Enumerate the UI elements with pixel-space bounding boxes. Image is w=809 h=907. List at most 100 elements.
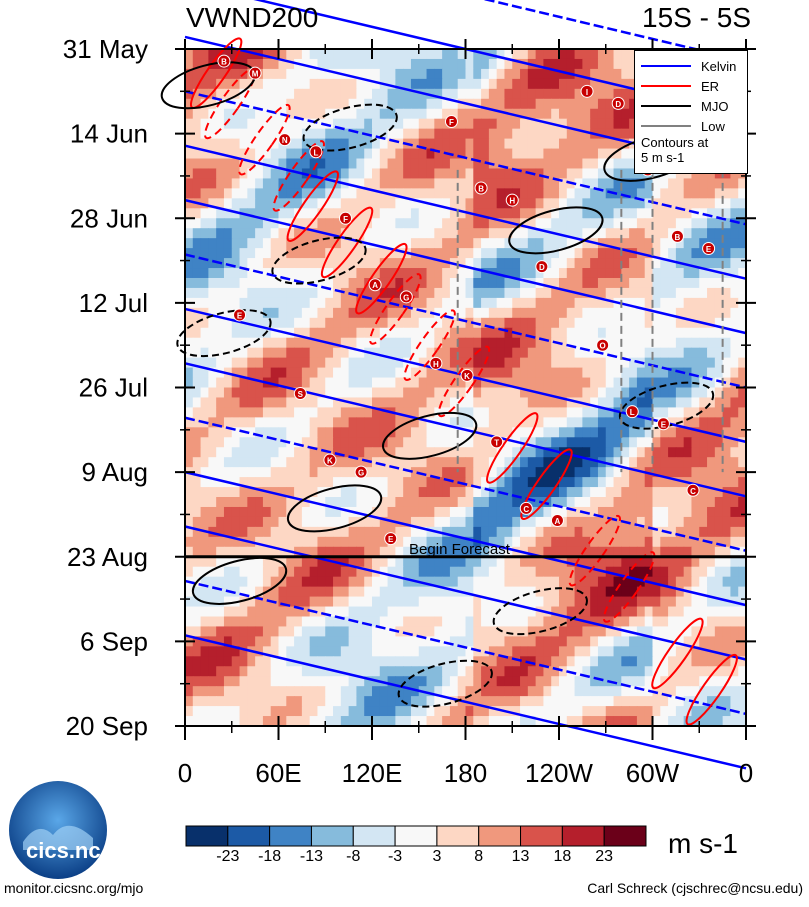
heatmap-cell	[597, 716, 607, 727]
heatmap-cell	[200, 188, 209, 199]
heatmap-cell	[372, 88, 381, 100]
storm-marker	[490, 435, 504, 449]
heatmap-cell	[590, 49, 599, 60]
heatmap-cell	[621, 686, 630, 697]
heatmap-cell	[707, 367, 716, 379]
heatmap-cell	[597, 98, 607, 110]
storm-marker-label: B	[221, 58, 227, 67]
heatmap-cell	[652, 397, 661, 409]
heatmap-cell	[481, 616, 490, 628]
heatmap-cell	[262, 128, 272, 140]
heatmap-cell	[372, 198, 381, 209]
heatmap-cell	[590, 696, 599, 707]
heatmap-cell	[270, 636, 280, 647]
heatmap-cell	[239, 706, 248, 717]
heatmap-cell	[668, 546, 677, 558]
heatmap-cell	[325, 128, 334, 140]
heatmap-cell	[426, 238, 435, 249]
heatmap-cell	[395, 596, 404, 608]
heatmap-cell	[683, 307, 693, 319]
heatmap-cell	[325, 268, 334, 279]
heatmap-cell	[286, 108, 295, 120]
heatmap-cell	[192, 248, 202, 259]
heatmap-cell	[535, 307, 545, 319]
heatmap-cell	[216, 676, 225, 687]
heatmap-cell	[675, 536, 685, 548]
heatmap-cell	[629, 297, 638, 309]
heatmap-cell	[496, 347, 506, 359]
heatmap-cell	[621, 317, 630, 329]
heatmap-cell	[512, 526, 521, 538]
heatmap-cell	[473, 506, 482, 518]
storm-marker-label: F	[449, 118, 454, 127]
heatmap-cell	[730, 626, 739, 637]
heatmap-cell	[481, 526, 490, 538]
heatmap-cell	[738, 716, 747, 727]
heatmap-cell	[496, 268, 506, 279]
heatmap-cell	[333, 208, 342, 219]
heatmap-cell	[597, 68, 607, 80]
heatmap-cell	[278, 506, 287, 518]
heatmap-cell	[348, 228, 358, 239]
heatmap-cell	[356, 457, 365, 468]
kelvin-contour	[184, 525, 747, 661]
heatmap-cell	[590, 78, 599, 90]
heatmap-cell	[590, 516, 599, 528]
heatmap-cell	[707, 576, 716, 588]
heatmap-cell	[309, 307, 319, 319]
heatmap-cell	[356, 616, 365, 628]
heatmap-cell	[317, 367, 326, 379]
heatmap-cell	[348, 108, 358, 120]
heatmap-cell	[496, 716, 506, 727]
heatmap-cell	[481, 576, 490, 588]
heatmap-cell	[309, 377, 319, 389]
heatmap-cell	[582, 586, 591, 598]
heatmap-cell	[387, 417, 396, 428]
heatmap-cell	[255, 487, 264, 498]
heatmap-cell	[605, 128, 615, 140]
heatmap-cell	[356, 516, 365, 528]
heatmap-cell	[675, 706, 685, 717]
heatmap-cell	[691, 277, 700, 289]
heatmap-cell	[527, 437, 537, 448]
heatmap-cell	[559, 258, 568, 269]
heatmap-cell	[543, 258, 552, 269]
heatmap-cell	[512, 287, 521, 299]
heatmap-cell	[317, 457, 326, 468]
mjo-contour	[397, 659, 493, 708]
heatmap-cell	[387, 477, 396, 488]
heatmap-cell	[597, 606, 607, 618]
heatmap-cell	[527, 307, 537, 319]
heatmap-cell	[410, 716, 420, 727]
heatmap-cell	[286, 427, 295, 438]
heatmap-cell	[574, 487, 583, 498]
heatmap-cell	[488, 58, 498, 70]
heatmap-cell	[457, 168, 467, 180]
storm-marker	[399, 290, 413, 304]
heatmap-cell	[691, 297, 700, 309]
heatmap-cell	[239, 387, 248, 399]
heatmap-cell	[223, 357, 233, 369]
heatmap-cell	[442, 646, 451, 657]
heatmap-cell	[465, 556, 474, 568]
heatmap-cell	[699, 407, 708, 418]
heatmap-cell	[512, 457, 521, 468]
heatmap-cell	[333, 108, 342, 120]
heatmap-cell	[333, 686, 342, 697]
heatmap-cell	[255, 427, 264, 438]
heatmap-cell	[333, 646, 342, 657]
heatmap-cell	[239, 367, 248, 379]
heatmap-cell	[278, 487, 287, 498]
heatmap-cell	[488, 78, 498, 90]
heatmap-cell	[395, 397, 404, 409]
heatmap-cell	[481, 158, 490, 170]
heatmap-cell	[364, 706, 373, 717]
heatmap-cell	[543, 208, 552, 219]
heatmap-cell	[410, 317, 420, 329]
heatmap-cell	[465, 327, 474, 339]
heatmap-cell	[325, 706, 334, 717]
heatmap-cell	[247, 427, 256, 438]
heatmap-cell	[410, 198, 420, 209]
heatmap-cell	[597, 706, 607, 717]
heatmap-cell	[185, 228, 194, 239]
